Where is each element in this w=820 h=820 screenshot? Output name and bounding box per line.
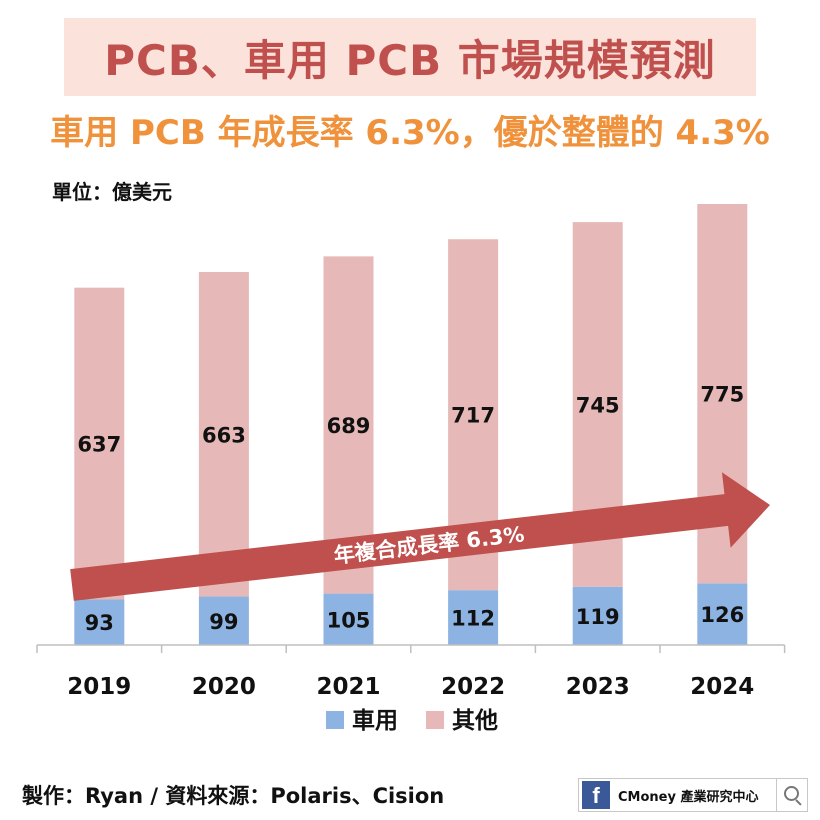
data-label-auto-2023: 119 — [576, 605, 620, 629]
data-label-other-2021: 689 — [327, 414, 371, 438]
bar-other-2020 — [198, 272, 249, 597]
data-label-group: 93 637 99 663 105 689 112 717 119 745 126 775 — [77, 383, 744, 636]
data-label-auto-2020: 99 — [209, 610, 238, 634]
search-icon[interactable] — [776, 779, 807, 811]
x-tick-label-2019: 2019 — [67, 674, 131, 700]
source-note: 製作：Ryan / 資料來源：Polaris、Cision — [22, 784, 445, 808]
legend: 車用 其他 — [326, 708, 498, 734]
data-label-other-2020: 663 — [202, 423, 246, 447]
bar-other-2019 — [74, 287, 125, 600]
legend-label-auto: 車用 — [352, 708, 398, 734]
x-tick-label-2020: 2020 — [192, 674, 256, 700]
unit-label: 單位：億美元 — [52, 180, 172, 204]
data-label-auto-2022: 112 — [451, 607, 495, 631]
title-background — [64, 18, 756, 96]
page-title: PCB、車用 PCB 市場規模預測 — [104, 35, 716, 85]
brand-name: CMoney 產業研究中心 — [618, 789, 759, 805]
data-label-other-2022: 717 — [451, 404, 495, 428]
brand-badge[interactable]: f CMoney 產業研究中心 — [578, 778, 808, 812]
data-label-other-2024: 775 — [700, 383, 744, 407]
x-tick-label-2023: 2023 — [566, 674, 630, 700]
data-label-auto-2021: 105 — [327, 608, 371, 632]
data-label-other-2019: 637 — [77, 433, 121, 457]
bar-auto-2021 — [323, 593, 374, 645]
growth-arrow: 年複合成長率 6.3% — [70, 472, 771, 601]
page-subtitle: 車用 PCB 年成長率 6.3%，優於整體的 4.3% — [50, 112, 770, 153]
x-tick-label-2021: 2021 — [316, 674, 380, 700]
bar-auto-2019 — [74, 599, 125, 645]
bar-auto-2022 — [448, 590, 499, 645]
bar-auto-2020 — [198, 596, 249, 645]
data-label-auto-2019: 93 — [85, 611, 114, 635]
legend-swatch-auto — [326, 711, 344, 729]
growth-arrow-body — [70, 472, 771, 601]
x-axis: 2019 2020 2021 2022 2023 2024 — [36, 644, 786, 700]
data-label-other-2023: 745 — [576, 393, 620, 417]
legend-swatch-other — [426, 711, 444, 729]
data-label-auto-2024: 126 — [700, 603, 744, 627]
x-tick-label-2022: 2022 — [441, 674, 505, 700]
legend-label-other: 其他 — [452, 708, 498, 734]
facebook-icon: f — [582, 781, 610, 809]
growth-arrow-shape: 年複合成長率 6.3% — [70, 472, 771, 601]
x-tick-label-2024: 2024 — [690, 674, 754, 700]
bar-auto-2024 — [697, 583, 748, 645]
bar-auto-2023 — [572, 586, 623, 645]
